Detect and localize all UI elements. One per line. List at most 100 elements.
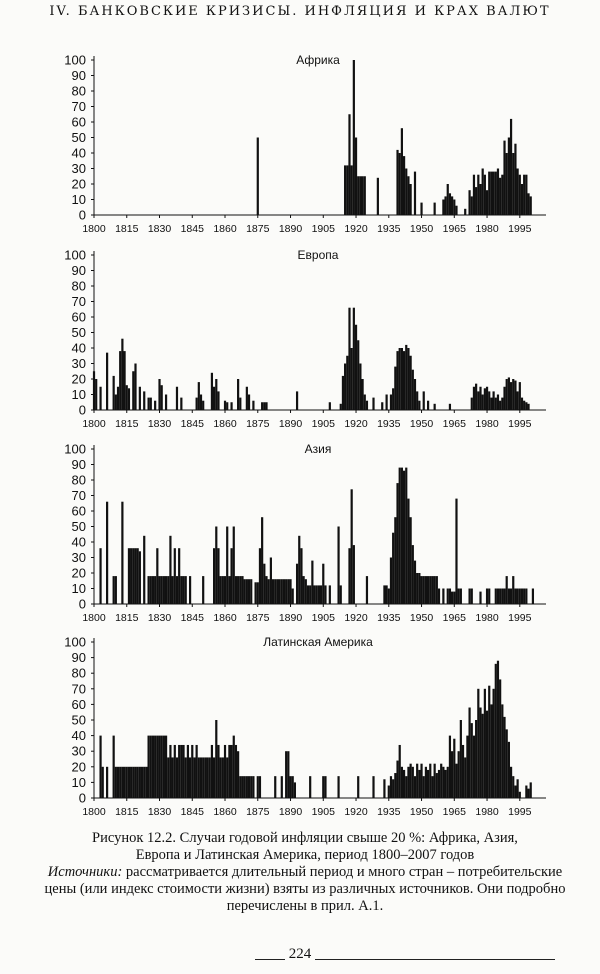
- bar: [492, 171, 495, 215]
- bar: [389, 776, 393, 798]
- bar: [481, 168, 484, 215]
- bar: [466, 735, 469, 798]
- bar: [180, 397, 183, 410]
- bar: [442, 588, 445, 604]
- bar: [394, 366, 397, 410]
- bar: [352, 545, 355, 604]
- bar: [503, 386, 506, 410]
- bar: [525, 402, 528, 410]
- bar: [276, 579, 279, 604]
- bar: [457, 588, 460, 604]
- bar: [512, 379, 515, 410]
- x-tick-label: 1965: [443, 223, 467, 235]
- bar: [164, 394, 168, 410]
- bar: [470, 196, 473, 215]
- bar: [514, 380, 517, 410]
- bar: [199, 757, 203, 798]
- bar: [357, 776, 360, 798]
- bar: [250, 579, 253, 604]
- x-tick-label: 1890: [279, 223, 303, 235]
- bar: [184, 576, 187, 604]
- bar: [501, 174, 504, 215]
- bar: [470, 397, 473, 410]
- bar: [164, 576, 168, 604]
- bar: [402, 156, 406, 215]
- y-tick-label: 100: [64, 442, 86, 457]
- bar: [223, 576, 227, 604]
- x-tick-label: 1845: [181, 612, 205, 624]
- sources-text: рассматривается длительный период и мног…: [44, 864, 566, 914]
- bar: [167, 757, 170, 798]
- bar: [475, 720, 478, 798]
- y-tick-label: 30: [72, 744, 86, 759]
- bar: [389, 557, 393, 604]
- bar: [239, 776, 242, 798]
- bar: [267, 579, 270, 604]
- bar: [217, 548, 220, 604]
- bar: [191, 744, 194, 798]
- bar: [509, 382, 513, 410]
- bar: [269, 557, 272, 604]
- y-tick-label: 20: [72, 566, 86, 581]
- bar: [479, 386, 482, 410]
- bar: [475, 383, 478, 410]
- x-tick-label: 1950: [410, 418, 434, 430]
- bar: [250, 776, 253, 798]
- bar: [396, 351, 399, 410]
- bar: [158, 735, 161, 798]
- bar: [505, 729, 508, 798]
- bar: [523, 400, 526, 410]
- bar: [409, 763, 412, 798]
- y-tick-label: 40: [72, 728, 86, 743]
- bar: [162, 576, 165, 604]
- x-tick-label: 1965: [443, 418, 467, 430]
- bar: [499, 400, 502, 410]
- bar: [416, 573, 419, 604]
- bar: [422, 576, 425, 604]
- bar: [106, 352, 109, 410]
- bar: [392, 388, 395, 410]
- bar: [217, 744, 220, 798]
- bar: [516, 588, 519, 604]
- bar: [289, 579, 292, 604]
- bar: [112, 735, 115, 798]
- bar: [99, 735, 102, 798]
- sources-label: Источники:: [47, 864, 123, 880]
- y-tick-label: 10: [72, 775, 86, 790]
- bar: [396, 760, 399, 798]
- bar: [217, 391, 220, 410]
- bar: [512, 153, 515, 215]
- bar: [446, 184, 449, 215]
- y-tick-label: 0: [79, 791, 86, 806]
- y-tick-label: 20: [72, 177, 86, 192]
- bar: [488, 171, 491, 215]
- bar: [114, 766, 117, 798]
- bar: [171, 757, 174, 798]
- y-tick-label: 20: [72, 372, 86, 387]
- bar: [433, 576, 436, 604]
- bar: [136, 766, 139, 798]
- y-tick-label: 90: [72, 68, 86, 83]
- bar: [451, 591, 454, 604]
- bar: [134, 766, 137, 798]
- bar: [106, 766, 109, 798]
- bar: [160, 735, 163, 798]
- bar: [339, 585, 342, 604]
- x-tick-label: 1800: [82, 223, 106, 235]
- bar: [488, 685, 491, 798]
- y-tick-label: 60: [72, 697, 86, 712]
- y-tick-label: 50: [72, 130, 86, 145]
- bar: [226, 526, 229, 604]
- bar: [252, 776, 255, 798]
- bar: [180, 576, 183, 604]
- bar: [210, 744, 214, 798]
- bar: [409, 184, 412, 215]
- y-tick-label: 50: [72, 519, 86, 534]
- bar: [372, 776, 375, 798]
- bar: [154, 576, 157, 604]
- bar: [411, 766, 414, 798]
- x-tick-label: 1920: [344, 418, 368, 430]
- bar: [197, 757, 200, 798]
- bar: [464, 208, 467, 215]
